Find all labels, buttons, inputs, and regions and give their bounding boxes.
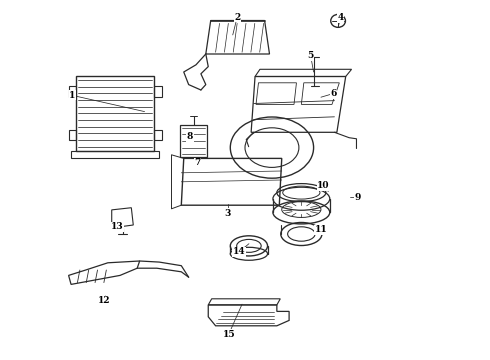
- Text: 13: 13: [111, 222, 124, 231]
- Text: 2: 2: [234, 13, 240, 22]
- Text: 5: 5: [308, 51, 314, 60]
- Text: 9: 9: [354, 193, 361, 202]
- Text: 3: 3: [224, 209, 231, 217]
- Text: 8: 8: [187, 132, 194, 141]
- Text: 14: 14: [233, 248, 245, 256]
- Text: 15: 15: [222, 330, 235, 338]
- Text: 11: 11: [315, 225, 327, 234]
- Text: 7: 7: [195, 158, 200, 167]
- Text: 10: 10: [317, 181, 330, 190]
- Text: 1: 1: [69, 91, 76, 100]
- Text: 12: 12: [98, 296, 111, 305]
- Text: 4: 4: [338, 13, 343, 22]
- Text: 6: 6: [330, 89, 337, 98]
